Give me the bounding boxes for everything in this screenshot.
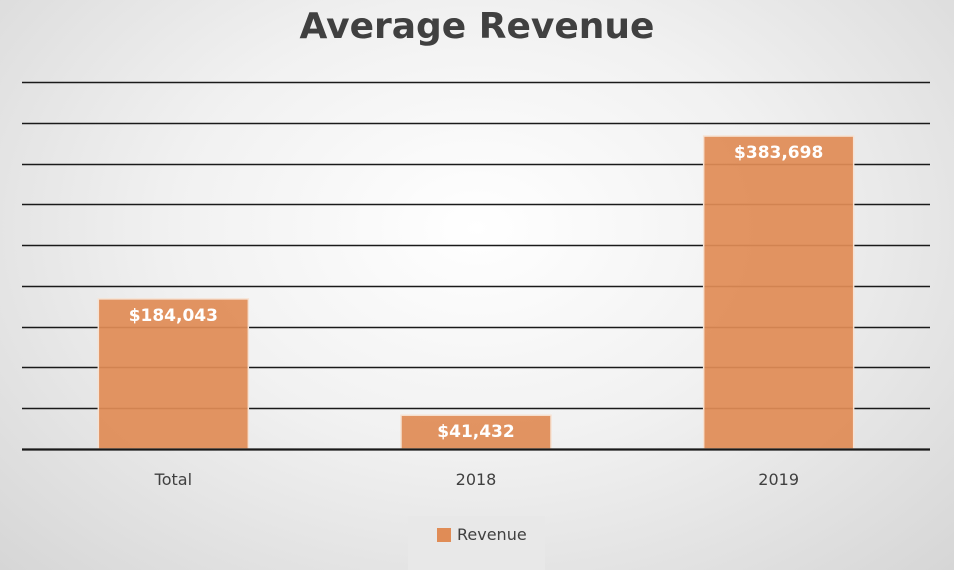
legend-label-revenue: Revenue [457, 525, 527, 544]
bar-total [97, 298, 250, 450]
data-label-2019: $383,698 [734, 143, 823, 163]
bar-2019 [702, 135, 855, 450]
data-label-2018: $41,432 [437, 422, 514, 442]
chart-title: Average Revenue [299, 6, 655, 47]
legend: Revenue [408, 516, 545, 570]
bar-2018 [400, 414, 552, 450]
data-label-total: $184,043 [129, 306, 218, 326]
category-label-2019: 2019 [758, 470, 799, 489]
legend-swatch-revenue [437, 528, 451, 542]
category-label-total: Total [154, 470, 192, 489]
category-label-2018: 2018 [456, 470, 497, 489]
